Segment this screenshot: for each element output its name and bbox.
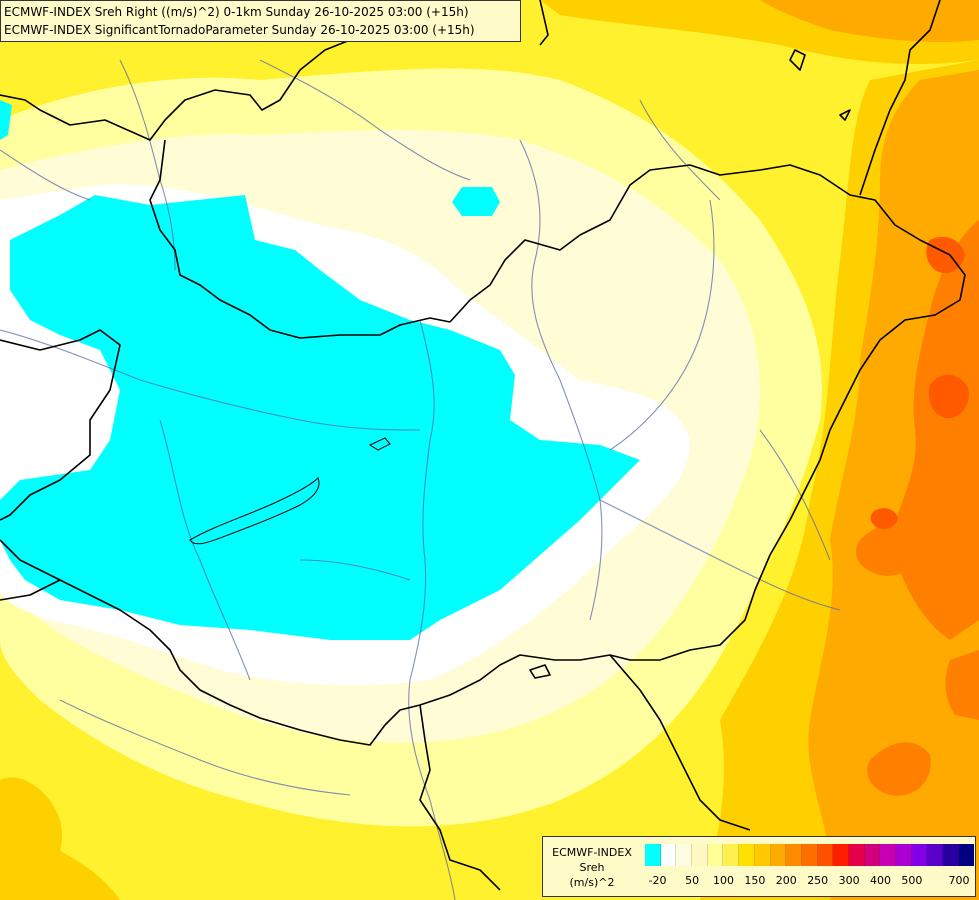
legend-unit: (m/s)^2 [569, 876, 615, 889]
legend-tick-label: 250 [807, 874, 829, 887]
map-title-line-1: ECMWF-INDEX Sreh Right ((m/s)^2) 0-1km S… [4, 5, 469, 19]
legend-swatch [801, 844, 818, 866]
sreh-dark-orange-zone-3 [867, 742, 931, 796]
legend-tick-label: 50 [685, 874, 700, 887]
legend-title: ECMWF-INDEX Sreh (m/s)^2 [546, 845, 638, 890]
sreh-dark-orange-zone-4 [945, 650, 979, 720]
sreh-cyan-edge [0, 100, 12, 140]
legend-variable: Sreh [579, 861, 605, 874]
legend-swatch [692, 844, 708, 866]
legend-swatch [754, 844, 771, 866]
legend-swatch [660, 844, 677, 866]
legend-swatch [927, 844, 944, 866]
sreh-cyan-zone [0, 195, 640, 640]
country-borders [0, 0, 966, 891]
legend-swatch [817, 844, 834, 866]
sreh-southwest-gold-zone [0, 830, 120, 900]
legend-swatch [848, 844, 865, 866]
legend-tick-label: 200 [775, 874, 797, 887]
legend-model: ECMWF-INDEX [552, 846, 632, 859]
legend-ticks: -20 50 100 150 200 250 300 400 500 700 [645, 874, 975, 888]
small-lake-outline [368, 437, 391, 451]
sreh-red-orange-zone-2 [926, 236, 965, 274]
legend-swatch [943, 844, 959, 866]
legend-swatch [723, 844, 740, 866]
legend-swatch [786, 844, 802, 866]
sreh-top-orange-zone [760, 0, 979, 42]
map-title-box: ECMWF-INDEX Sreh Right ((m/s)^2) 0-1km S… [0, 0, 521, 42]
legend-swatch [770, 844, 787, 866]
legend-swatch [911, 844, 928, 866]
lake-outline [189, 477, 320, 545]
legend-tick-label: 400 [870, 874, 891, 887]
sreh-dark-orange-zone-2 [856, 522, 926, 576]
sreh-cyan-blob [452, 187, 500, 216]
legend-swatch [645, 844, 661, 866]
map-title-line-2: ECMWF-INDEX SignificantTornadoParameter … [4, 23, 475, 37]
legend-swatches [645, 844, 975, 866]
legend-tick-label: 700 [948, 874, 970, 887]
legend-swatch [833, 844, 849, 866]
legend-swatch [739, 844, 755, 866]
sreh-east-orange-zone [808, 70, 979, 900]
sreh-red-orange-zone-3 [870, 508, 898, 530]
sreh-red-orange-zone [928, 374, 969, 419]
legend-swatch [864, 844, 881, 866]
legend-swatch [896, 844, 912, 866]
legend-tick-label: 500 [901, 874, 923, 887]
legend-tick-label: 150 [744, 874, 766, 887]
legend-swatch [958, 844, 975, 866]
color-legend: ECMWF-INDEX Sreh (m/s)^2 -20 50 100 150 200 2… [542, 836, 976, 897]
legend-tick-label: -20 [648, 874, 667, 887]
legend-tick-label: 100 [713, 874, 734, 887]
river-network [0, 59, 841, 900]
legend-swatch [707, 844, 724, 866]
legend-swatch [880, 844, 896, 866]
legend-swatch [676, 844, 693, 866]
legend-tick-label: 300 [838, 874, 860, 887]
